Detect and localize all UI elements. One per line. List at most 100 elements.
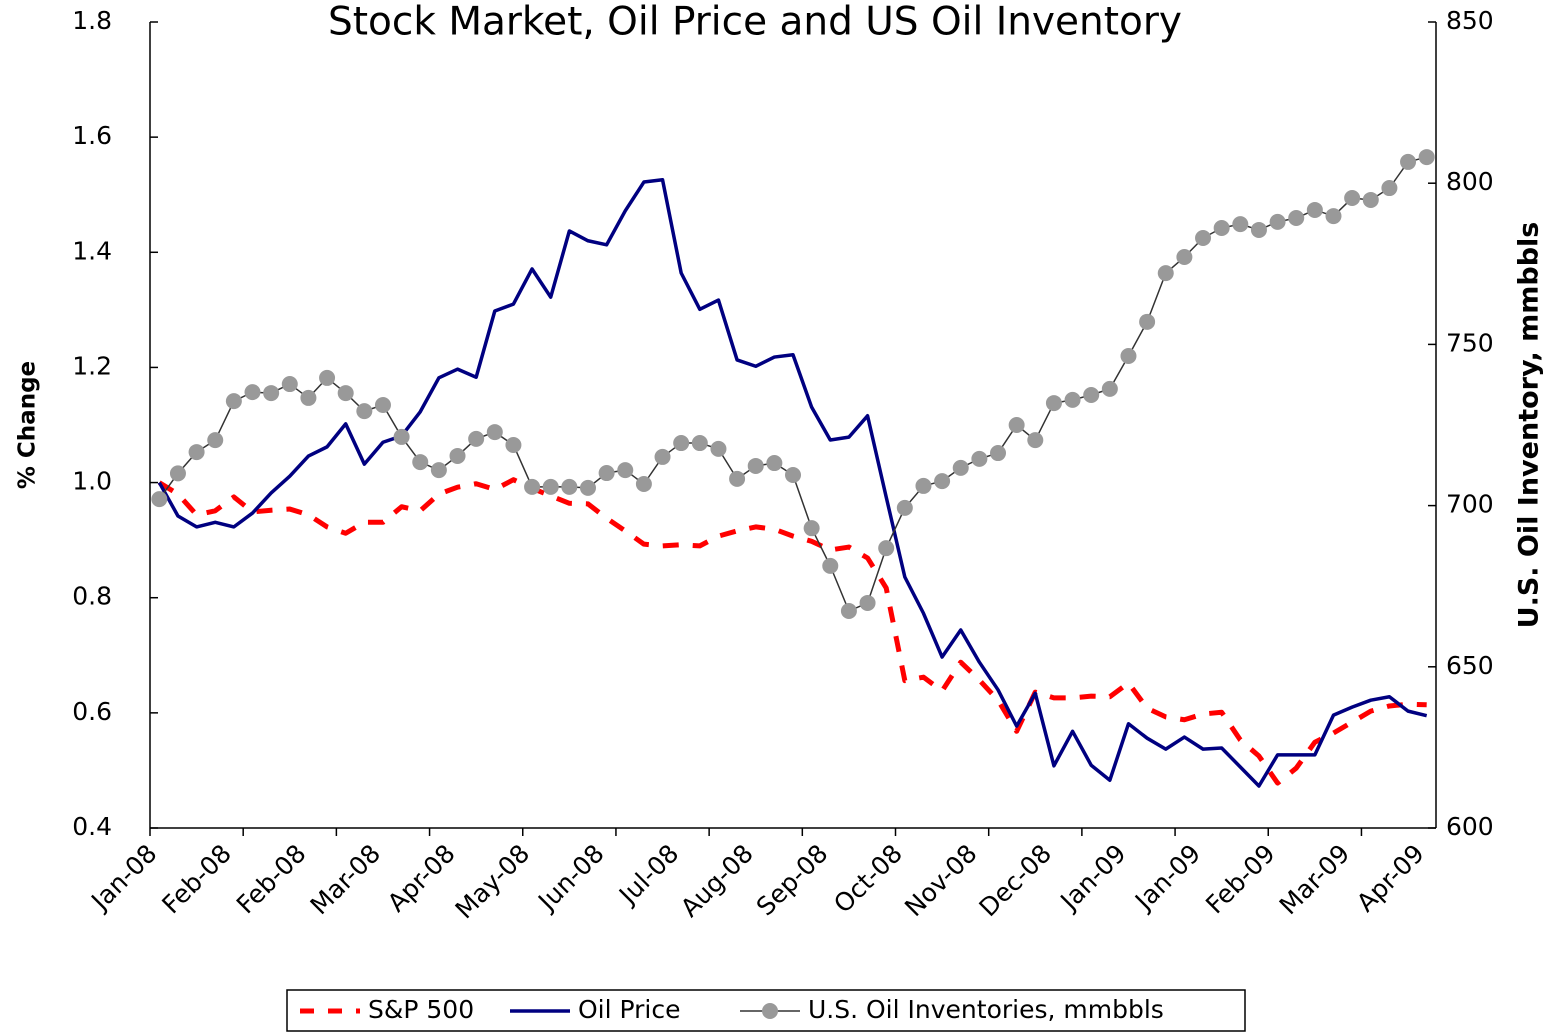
x-tick-label: Jan-09 xyxy=(1128,839,1206,917)
chart-title: Stock Market, Oil Price and US Oil Inven… xyxy=(328,0,1182,45)
series-marker xyxy=(412,454,429,471)
y-tick-label: 1.6 xyxy=(72,121,112,150)
series-marker xyxy=(1120,348,1137,365)
y2-tick-label: 650 xyxy=(1446,651,1494,680)
x-tick-label: Apr-09 xyxy=(1351,839,1430,918)
series-marker xyxy=(1250,221,1267,238)
x-tick-label: Nov-08 xyxy=(899,839,982,922)
series-marker xyxy=(766,455,783,472)
series-marker xyxy=(1381,180,1398,197)
series-line xyxy=(157,177,1428,788)
series-marker xyxy=(934,473,951,490)
y-tick-label: 1.0 xyxy=(72,467,112,496)
series-marker xyxy=(1027,432,1044,449)
series-marker xyxy=(1176,249,1193,266)
series-marker xyxy=(263,385,280,402)
x-tick-label: Sep-08 xyxy=(751,839,834,922)
series-marker xyxy=(822,557,839,574)
series-marker xyxy=(188,444,205,461)
series-marker xyxy=(859,594,876,611)
y-tick-label: 1.4 xyxy=(72,236,112,265)
series-marker xyxy=(1101,380,1118,397)
series-marker xyxy=(1064,391,1081,408)
series-marker xyxy=(505,436,522,453)
series-marker xyxy=(207,432,224,449)
x-tick-label: Mar-08 xyxy=(305,839,387,921)
series-marker xyxy=(1195,230,1212,247)
series-marker xyxy=(896,499,913,516)
series-marker xyxy=(579,479,596,496)
series-marker xyxy=(374,397,391,414)
x-tick-label: Jan-09 xyxy=(1054,839,1132,917)
series-marker xyxy=(915,477,932,494)
x-tick-label: Dec-08 xyxy=(974,839,1058,923)
series-marker xyxy=(878,540,895,557)
y-tick-label: 0.8 xyxy=(72,582,112,611)
x-tick-label: Oct-08 xyxy=(828,839,908,919)
x-tick-label: Feb-08 xyxy=(156,839,237,920)
series-line xyxy=(158,477,1427,786)
series-marker xyxy=(598,465,615,482)
series-marker xyxy=(1400,153,1417,170)
series-marker xyxy=(1139,313,1156,330)
series-marker xyxy=(430,462,447,479)
series-marker xyxy=(617,462,634,479)
y-axis-label: % Change xyxy=(15,361,41,489)
legend-marker xyxy=(762,1003,778,1019)
series-marker xyxy=(524,478,541,495)
series-marker xyxy=(691,435,708,452)
series-marker xyxy=(1344,190,1361,207)
x-tick-label: Jul-08 xyxy=(612,839,684,911)
series-marker xyxy=(1362,191,1379,208)
series-marker xyxy=(785,466,801,483)
series-marker xyxy=(244,384,261,401)
series-marker xyxy=(1306,201,1323,218)
series-marker xyxy=(1325,208,1342,225)
series-marker xyxy=(319,369,336,386)
series-marker xyxy=(169,465,186,482)
x-tick-label: Jan-08 xyxy=(84,839,162,917)
series-marker xyxy=(840,603,857,620)
series-marker xyxy=(1157,265,1174,282)
legend-label: S&P 500 xyxy=(368,995,474,1024)
series-marker xyxy=(1083,387,1100,404)
series-marker xyxy=(1232,216,1249,233)
series-marker xyxy=(729,470,746,487)
series-marker xyxy=(449,447,466,464)
y2-tick-label: 700 xyxy=(1446,490,1494,519)
series-marker xyxy=(337,385,354,402)
series-marker xyxy=(542,478,559,495)
y-tick-label: 0.6 xyxy=(72,697,112,726)
series-marker xyxy=(1045,395,1062,412)
x-tick-label: Mar-09 xyxy=(1274,839,1356,921)
y-tick-label: 1.2 xyxy=(72,351,112,380)
y2-tick-label: 600 xyxy=(1446,812,1494,841)
series-marker xyxy=(803,520,820,537)
series-marker xyxy=(1269,213,1286,230)
x-tick-label: Jun-08 xyxy=(531,839,609,917)
series-marker xyxy=(300,389,317,406)
series-marker xyxy=(1213,220,1230,237)
series-marker xyxy=(561,478,578,495)
y2-tick-label: 800 xyxy=(1446,167,1494,196)
series-marker xyxy=(1288,210,1305,227)
series-marker xyxy=(393,428,410,445)
y-tick-label: 1.8 xyxy=(72,6,112,35)
series-marker xyxy=(1418,149,1435,166)
series-marker xyxy=(710,440,727,457)
y2-axis-label: U.S. Oil Inventory, mmbbls xyxy=(1514,222,1545,629)
x-tick-label: Feb-09 xyxy=(1200,839,1281,920)
series-marker xyxy=(990,445,1007,462)
series-marker xyxy=(225,393,242,410)
series-marker xyxy=(281,376,298,393)
series-marker xyxy=(356,403,373,420)
series-marker xyxy=(635,475,652,492)
y2-tick-label: 850 xyxy=(1446,6,1494,35)
series-marker xyxy=(747,457,764,474)
series-marker xyxy=(151,491,168,508)
y-tick-label: 0.4 xyxy=(72,812,112,841)
series-marker xyxy=(952,459,969,476)
series-marker xyxy=(468,430,485,447)
legend-label: Oil Price xyxy=(578,995,681,1024)
